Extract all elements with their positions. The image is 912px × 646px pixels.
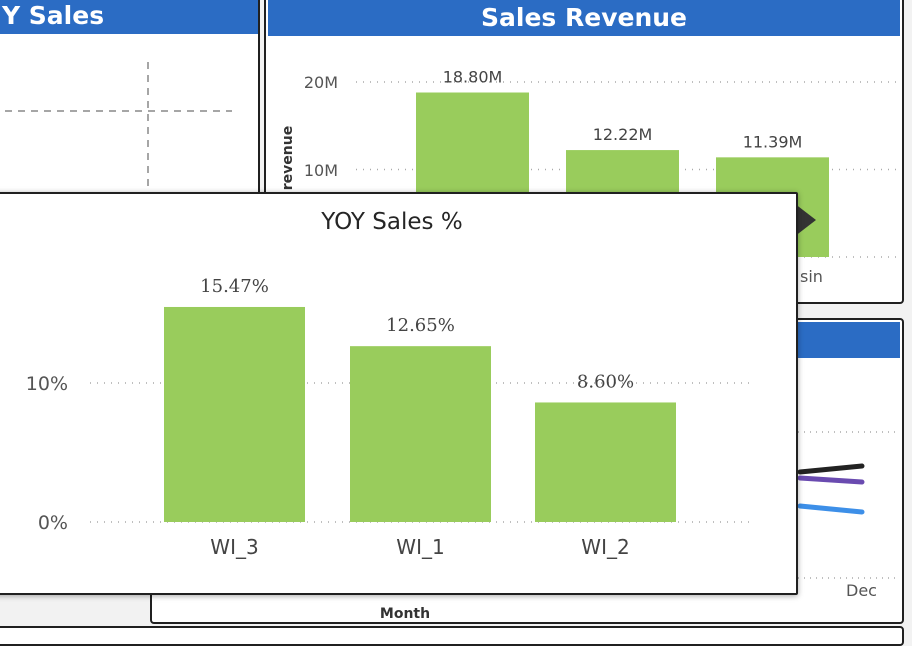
x-tick-label: WI_2 bbox=[581, 535, 629, 559]
yoy-sales-panel-title: Y Sales bbox=[0, 0, 258, 34]
yoy-sales-panel: Y Sales bbox=[0, 0, 260, 206]
data-label: 12.65% bbox=[386, 315, 455, 336]
revenue-tick-20m: 20M bbox=[304, 73, 338, 92]
y-tick-label: 0% bbox=[38, 512, 68, 534]
yoy-sales-percent-panel: YOY Sales % 10% 0% 15.47% 12.65% 8.60% WI_3… bbox=[0, 192, 798, 595]
trend-series-line-2 bbox=[797, 475, 865, 485]
trend-x-axis-label: Month bbox=[380, 606, 430, 622]
x-tick-label: WI_1 bbox=[396, 535, 444, 559]
revenue-tick-10m: 10M bbox=[304, 161, 338, 180]
trend-series-line-1 bbox=[797, 463, 865, 475]
bar-wi-2[interactable] bbox=[535, 402, 676, 522]
yoy-sales-percent-chart: YOY Sales % 10% 0% 15.47% 12.65% 8.60% WI_3… bbox=[26, 209, 752, 559]
yoy-sales-crosshair bbox=[0, 62, 232, 204]
revenue-data-label: 11.39M bbox=[743, 132, 803, 151]
chart-title: YOY Sales % bbox=[320, 209, 462, 235]
trend-chart: Dec Month bbox=[380, 431, 898, 622]
trend-x-end-label: Dec bbox=[846, 581, 877, 600]
y-tick-label: 10% bbox=[26, 373, 68, 395]
data-label: 15.47% bbox=[200, 276, 269, 297]
revenue-data-label: 18.80M bbox=[443, 68, 503, 87]
data-label: 8.60% bbox=[577, 371, 634, 392]
trend-series-line-3 bbox=[797, 503, 865, 515]
sales-revenue-title: Sales Revenue bbox=[268, 0, 900, 36]
x-tick-label: WI_3 bbox=[210, 535, 258, 559]
revenue-data-label: 12.22M bbox=[593, 125, 653, 144]
bar-wi-3[interactable] bbox=[164, 306, 305, 522]
bar-wi-1[interactable] bbox=[350, 346, 491, 522]
revenue-partial-category-label: sin bbox=[800, 267, 823, 286]
revenue-y-axis-label: revenue bbox=[280, 126, 296, 190]
bottom-panel bbox=[0, 626, 904, 646]
